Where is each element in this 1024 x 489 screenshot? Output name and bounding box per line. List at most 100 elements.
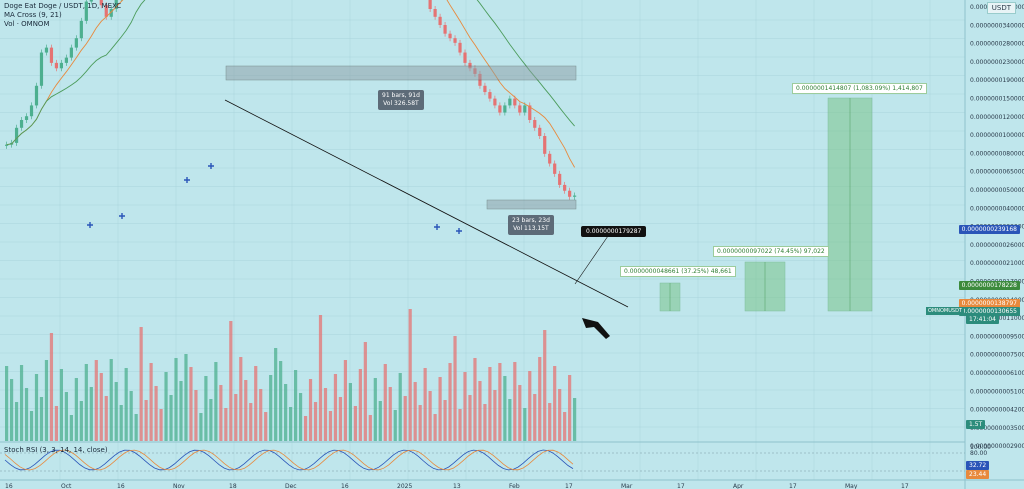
volume-bar (109, 359, 113, 441)
volume-bar (563, 412, 567, 441)
price-tick-label: 0.0000000026000 (970, 242, 1024, 249)
price-tick-label: 0.0000000340000 (970, 22, 1024, 29)
volume-bar (538, 357, 542, 441)
volume-bar (224, 408, 228, 441)
volume-bar (298, 393, 303, 441)
candle-body (528, 105, 532, 120)
volume-bar (483, 404, 487, 441)
price-tick-label: 0.0000000003500 (970, 425, 1024, 432)
candle-body (79, 20, 83, 39)
candle-body (109, 9, 113, 17)
volume-bar (488, 367, 492, 441)
time-tick-label: 16 (341, 483, 349, 489)
candle-body (543, 136, 547, 154)
volume-bar (184, 354, 188, 441)
volume-bar (463, 372, 467, 441)
volume-bar (154, 386, 158, 441)
price-tick-label: 0.0000000040000 (970, 205, 1024, 212)
currency-button[interactable]: USDT (986, 2, 1016, 14)
ma-cross-label[interactable]: MA Cross (9, 21) (4, 11, 62, 19)
volume-bar (323, 388, 328, 441)
volume-bar (49, 333, 54, 441)
ma-fast-line (6, 0, 575, 168)
volume-bar (234, 394, 238, 441)
volume-bar (239, 357, 243, 441)
volume-bar (388, 387, 392, 441)
chart-legend: Doge Eat Doge / USDT, 1D, MEXC MA Cross … (4, 2, 121, 29)
volume-bar (29, 411, 34, 441)
volume-bar (129, 391, 133, 441)
stoch-rsi-label[interactable]: Stoch RSI (3, 3, 14, 14, close) (4, 446, 108, 454)
volume-bar (468, 395, 472, 441)
time-tick-label: Feb (509, 483, 520, 489)
candle-body (44, 47, 49, 53)
volume-bar (568, 375, 572, 441)
volume-bar (79, 401, 83, 441)
volume-bar (573, 398, 577, 441)
price-tick-label: 0.0000000120000 (970, 114, 1024, 121)
volume-bar (358, 369, 362, 441)
volume-bar (363, 342, 367, 441)
candle-body (428, 0, 432, 9)
volume-bar (19, 365, 24, 441)
time-tick-label: Mar (621, 483, 633, 489)
stoch-tick-100: 100.00 (970, 444, 991, 451)
range2-bars: 23 bars, 23d (512, 217, 550, 224)
candle-body (558, 173, 562, 185)
volume-bar (408, 309, 412, 441)
volume-bar (448, 363, 452, 441)
volume-bar (338, 397, 343, 441)
ma-cross-marker (184, 177, 190, 183)
price-tag-green: 0.0000000178228 (958, 281, 1020, 290)
candle-body (34, 85, 39, 106)
volume-bar (74, 378, 78, 441)
price-tick-label: 0.0000000280000 (970, 41, 1024, 48)
volume-bar (418, 405, 422, 441)
price-tick-label: 0.0000000150000 (970, 96, 1024, 103)
volume-bar (174, 358, 178, 441)
symbol-title[interactable]: Doge Eat Doge / USDT, 1D, MEXC (4, 2, 122, 10)
volume-label[interactable]: Vol · OMNOM (4, 20, 50, 28)
volume-bar (114, 382, 118, 441)
volume-bar (209, 399, 213, 441)
volume-bar (383, 364, 387, 441)
price-tick-label: 0.0000000050000 (970, 187, 1024, 194)
volume-bar (428, 391, 432, 441)
volume-bar (328, 411, 333, 441)
candle-body (29, 105, 34, 117)
volume-bar (423, 368, 427, 441)
candle-body (483, 85, 487, 93)
volume-bar (89, 387, 93, 441)
volume-bar (368, 415, 372, 441)
volume-bar (523, 408, 527, 441)
candle-body (49, 47, 54, 63)
volume-bar (84, 364, 88, 441)
candle-body (104, 5, 108, 17)
candle-body (513, 98, 517, 106)
candle-body (503, 105, 507, 113)
time-tick-label: May (845, 483, 858, 489)
price-tag-blue: 0.0000000239168 (958, 225, 1020, 234)
target1-label: 0.0000000048661 (37.25%) 48,661 (620, 266, 736, 277)
symbol-tag: OMNOMUSDT (926, 307, 964, 315)
volume-bar (279, 361, 283, 441)
candle-body (488, 92, 492, 99)
volume-bar (54, 406, 59, 441)
time-tick-label: 16 (117, 483, 125, 489)
candle-body (54, 62, 59, 69)
volume-bar (169, 395, 173, 441)
volume-bar (199, 413, 203, 441)
volume-bar (473, 358, 477, 441)
candle-body (518, 105, 522, 113)
price-tick-label: 0.0000000065000 (970, 169, 1024, 176)
price-tick-label: 0.0000000002900 (970, 443, 1024, 450)
ma-cross-marker (434, 224, 440, 230)
volume-bar (318, 315, 323, 441)
range1-vol: Vol 326.58T (383, 100, 419, 107)
volume-bar (34, 374, 39, 441)
candle-body (573, 195, 577, 197)
candle-body (99, 0, 103, 6)
range2-vol: Vol 113.15T (513, 225, 549, 232)
volume-bar (274, 348, 278, 441)
